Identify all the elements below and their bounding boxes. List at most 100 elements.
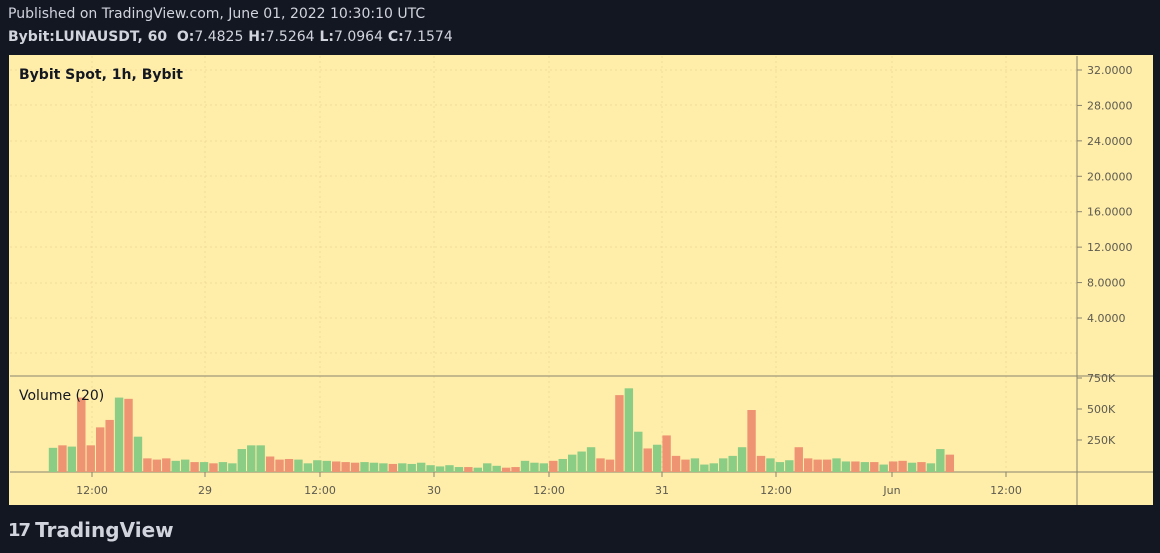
- volume-bar: [728, 455, 737, 472]
- volume-bar: [67, 446, 77, 472]
- volume-bar: [879, 464, 888, 472]
- volume-bar: [171, 460, 180, 472]
- volume-bar: [766, 458, 775, 472]
- volume-bar: [634, 431, 643, 472]
- volume-tick-label: 500K: [1087, 403, 1116, 416]
- volume-bar: [464, 467, 473, 472]
- volume-bar: [162, 458, 171, 472]
- high-label: H:: [248, 29, 266, 45]
- volume-bar: [388, 463, 398, 472]
- volume-bar: [870, 462, 879, 472]
- volume-bar: [511, 467, 520, 472]
- volume-bar: [907, 462, 917, 472]
- volume-bar: [322, 460, 331, 472]
- volume-bar: [209, 463, 218, 472]
- volume-bar: [596, 458, 605, 472]
- low-label: L:: [319, 29, 334, 45]
- volume-bar: [294, 459, 303, 472]
- volume-bar: [898, 460, 907, 472]
- tradingview-logo-icon: 17: [8, 519, 31, 541]
- volume-bar: [624, 388, 634, 472]
- volume-bar: [804, 458, 813, 472]
- volume-bar: [756, 455, 766, 472]
- price-tick-label: 28.0000: [1087, 99, 1133, 112]
- close-label: C:: [387, 29, 404, 45]
- volume-bar: [822, 459, 832, 472]
- volume-bar: [265, 456, 275, 472]
- time-tick-label: 29: [198, 484, 212, 497]
- volume-title: Volume (20): [19, 388, 105, 404]
- volume-bar: [199, 462, 209, 472]
- volume-bar: [662, 435, 671, 472]
- volume-bar: [218, 462, 228, 472]
- volume-tick-label: 750K: [1087, 372, 1116, 385]
- volume-bar: [501, 467, 511, 472]
- price-tick-label: 32.0000: [1087, 64, 1133, 77]
- volume-bar: [379, 463, 388, 472]
- time-tick-label: 31: [655, 484, 669, 497]
- volume-bar: [577, 451, 586, 472]
- volume-bar: [860, 462, 870, 472]
- volume-bar: [256, 445, 265, 472]
- price-tick-label: 8.0000: [1087, 277, 1126, 290]
- volume-bar: [917, 462, 926, 472]
- volume-bar: [341, 462, 350, 472]
- volume-bar: [558, 458, 567, 472]
- volume-bar: [615, 395, 624, 472]
- volume-bar: [851, 461, 860, 472]
- close-value: 7.1574: [403, 29, 453, 45]
- volume-bar: [775, 462, 785, 472]
- time-tick-label: 30: [427, 484, 441, 497]
- volume-bar: [105, 419, 114, 472]
- volume-bar: [360, 462, 369, 472]
- volume-bar: [369, 462, 379, 472]
- volume-bar: [350, 462, 360, 472]
- volume-bar: [520, 460, 530, 472]
- price-tick-label: 24.0000: [1087, 135, 1133, 148]
- volume-bar: [58, 445, 67, 472]
- volume-bar: [445, 465, 454, 472]
- published-line: Published on TradingView.com, June 01, 2…: [8, 6, 426, 22]
- tradingview-logo[interactable]: 17 TradingView: [8, 518, 174, 542]
- volume-bar: [416, 462, 426, 472]
- volume-bar: [643, 448, 652, 472]
- time-tick-label: 12:00: [76, 484, 108, 497]
- volume-bar: [247, 445, 256, 472]
- volume-bar: [483, 463, 492, 472]
- volume-bar: [303, 463, 313, 472]
- volume-bar: [435, 466, 445, 472]
- volume-tick-label: 250K: [1087, 434, 1116, 447]
- volume-bar: [671, 455, 681, 472]
- tradingview-brand: TradingView: [35, 518, 174, 542]
- volume-bar: [190, 462, 199, 472]
- price-tick-label: 4.0000: [1087, 312, 1126, 325]
- volume-bar: [719, 458, 728, 472]
- volume-bar: [530, 462, 539, 472]
- time-tick-label: 12:00: [533, 484, 565, 497]
- time-tick-label: Jun: [882, 484, 900, 497]
- volume-bar: [133, 436, 143, 472]
- volume-bar: [332, 461, 341, 472]
- volume-bar: [124, 398, 133, 472]
- time-tick-label: 12:00: [990, 484, 1022, 497]
- volume-bar: [832, 458, 841, 472]
- volume-bar: [794, 447, 803, 472]
- volume-bar: [228, 463, 237, 472]
- volume-bar: [747, 410, 756, 472]
- volume-bar: [237, 449, 246, 472]
- volume-bar: [313, 460, 322, 472]
- volume-bar: [586, 447, 596, 472]
- chart-title: Bybit Spot, 1h, Bybit: [19, 67, 184, 83]
- volume-bar: [77, 397, 86, 472]
- open-label: O:: [176, 29, 195, 45]
- time-tick-label: 12:00: [760, 484, 792, 497]
- price-tick-label: 20.0000: [1087, 170, 1133, 183]
- low-value: 7.0964: [333, 29, 383, 45]
- volume-bar: [690, 458, 700, 472]
- chart-panel[interactable]: [9, 55, 1153, 505]
- volume-bar: [86, 445, 95, 472]
- volume-bar: [605, 459, 615, 472]
- time-tick-label: 12:00: [304, 484, 336, 497]
- volume-bar: [652, 444, 662, 472]
